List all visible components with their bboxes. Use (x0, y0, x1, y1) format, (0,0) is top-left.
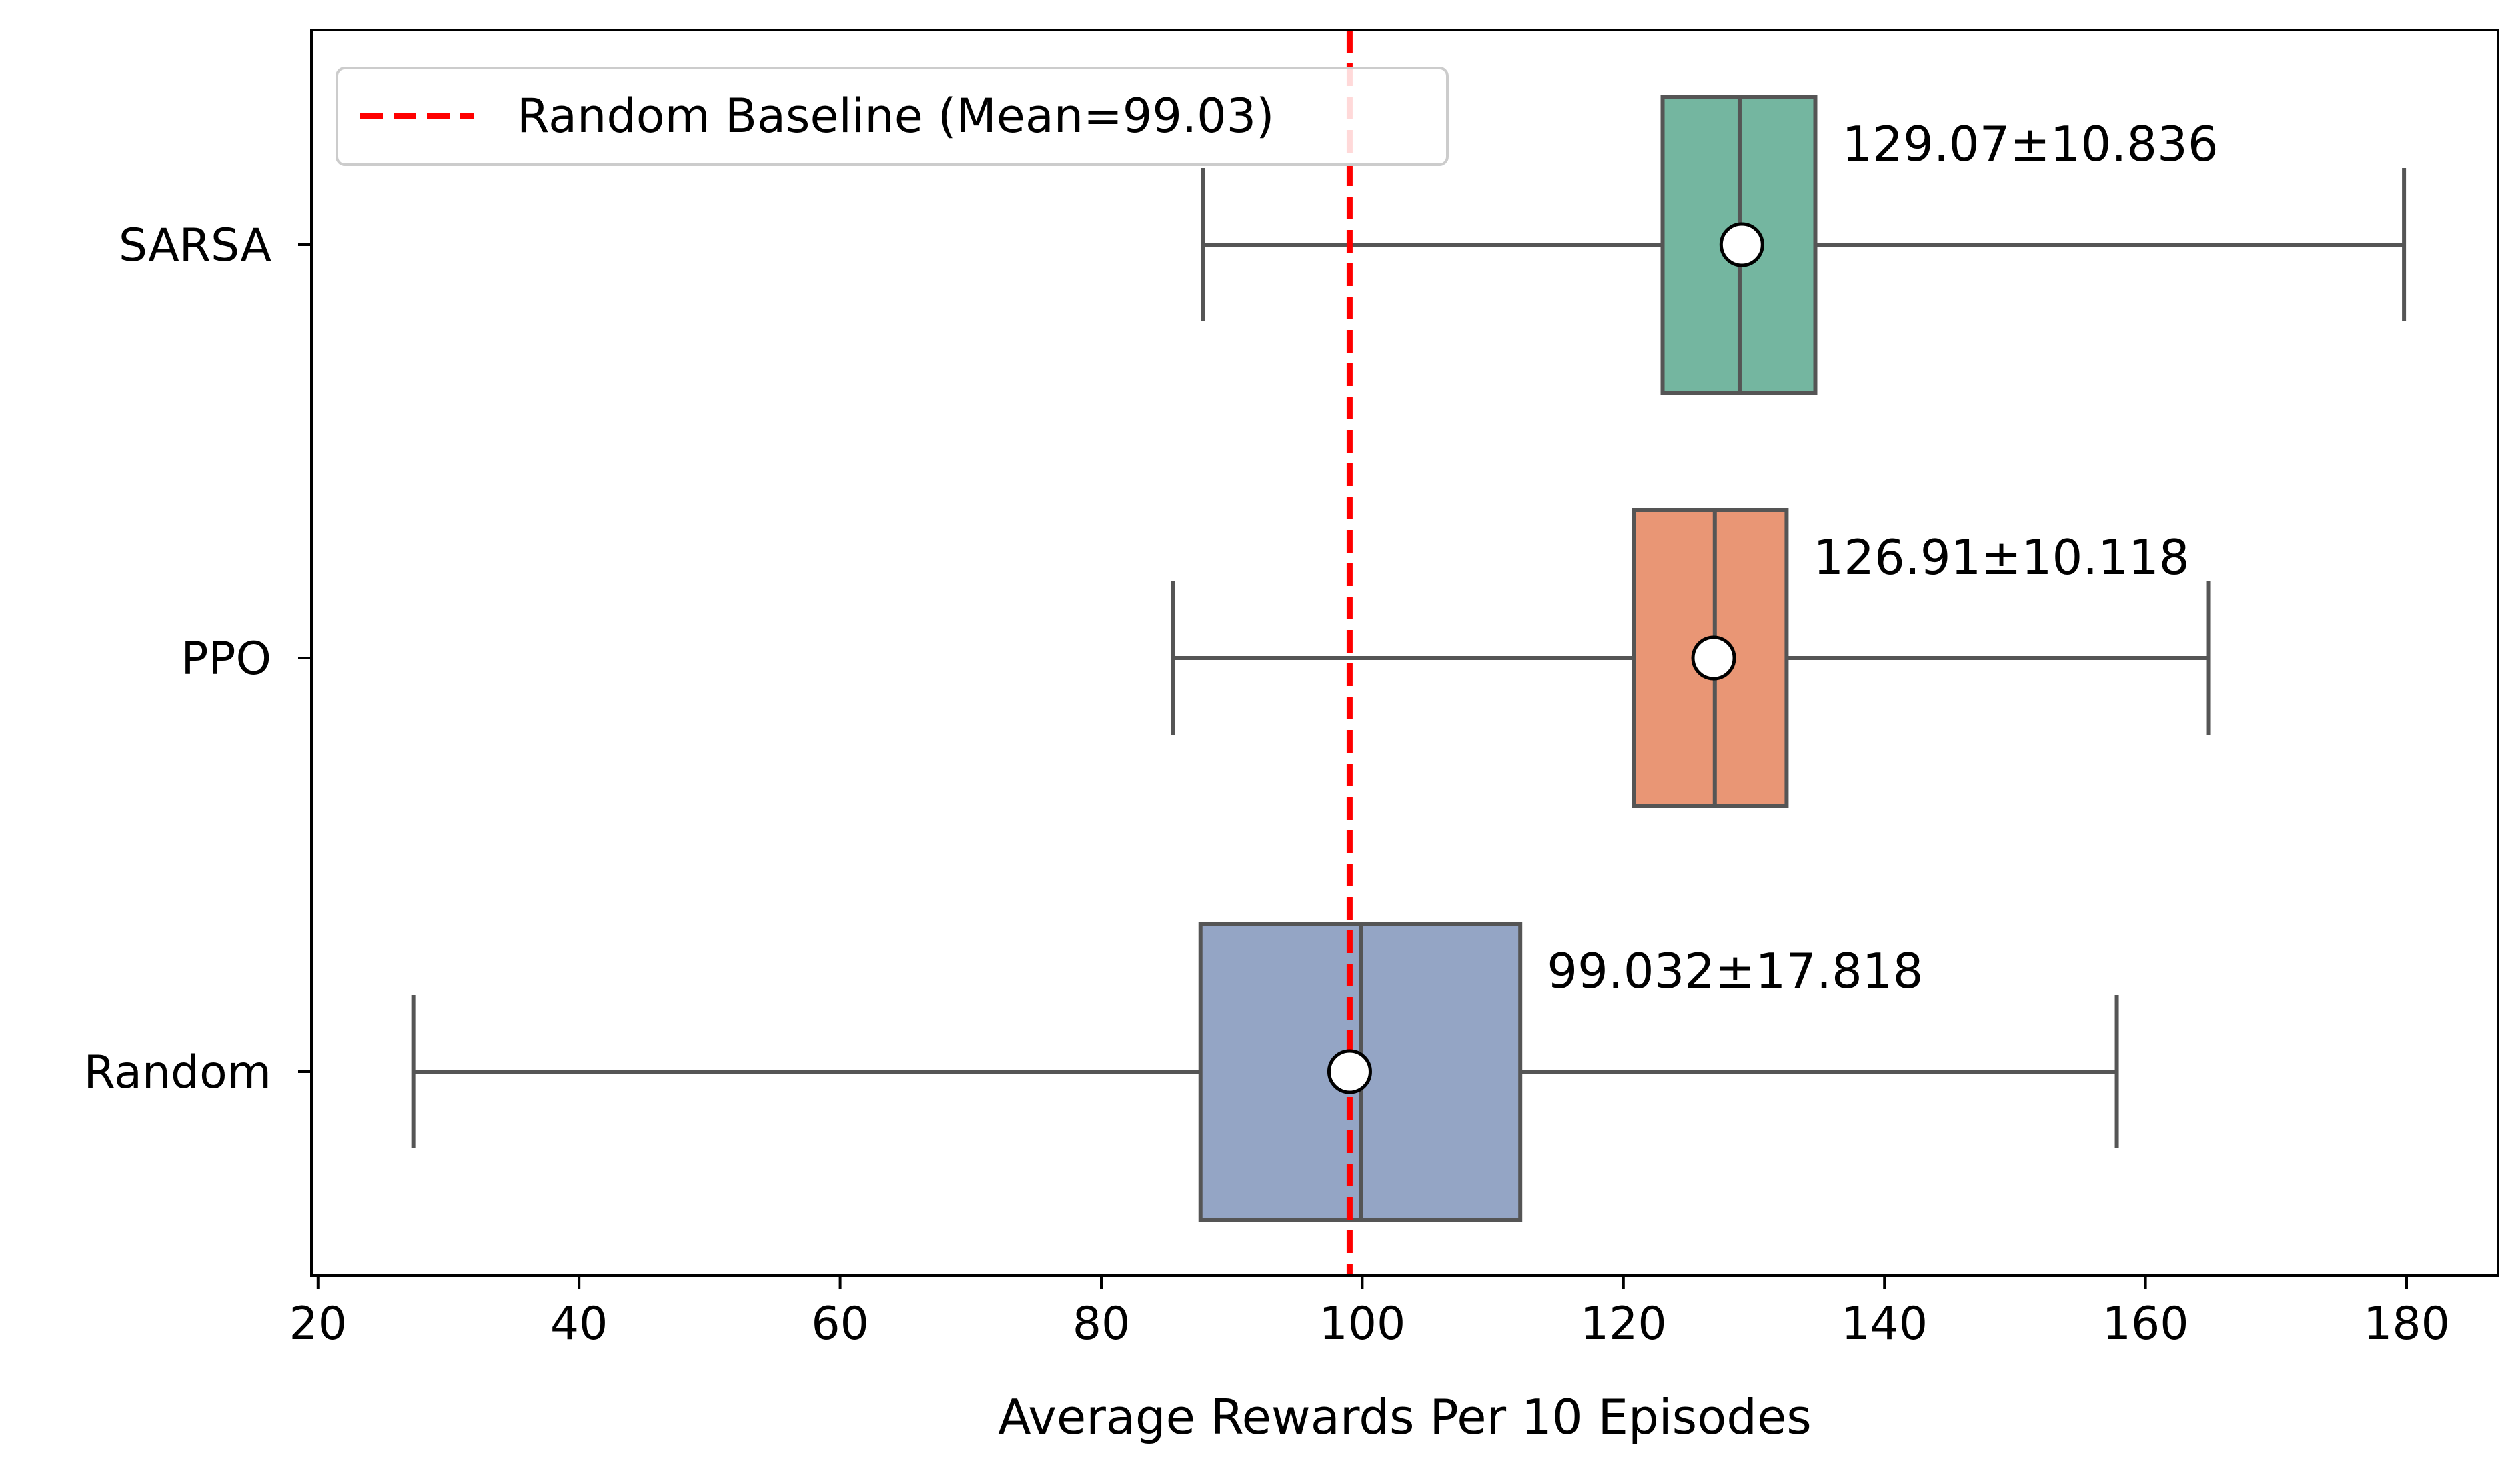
annotation-random: 99.032±17.818 (1547, 943, 1923, 999)
plot-frame (310, 29, 2499, 1277)
x-tick-label: 100 (1319, 1298, 1405, 1350)
x-tick-label: 140 (1841, 1298, 1928, 1350)
x-tick-label: 20 (289, 1298, 348, 1350)
annotations-layer: 129.07±10.836 126.91±10.118 99.032±17.818 (1547, 116, 2218, 999)
means-layer (1327, 222, 1764, 1094)
mean-marker-ppo (1691, 635, 1736, 681)
x-tick-label: 160 (2102, 1298, 2189, 1350)
axes-layer: 20 40 60 80 100 120 140 160 180 SARSA PPO Random (83, 29, 2499, 1350)
x-tick-label: 180 (2363, 1298, 2450, 1350)
y-tick-label-sarsa: SARSA (119, 219, 271, 272)
x-tick-label: 40 (550, 1298, 608, 1350)
legend: Random Baseline (Mean=99.03) (336, 67, 1449, 166)
boxes-layer (411, 95, 2407, 1222)
mean-marker-sarsa (1719, 222, 1764, 267)
y-tick-label-random: Random (83, 1046, 271, 1099)
annotation-sarsa: 129.07±10.836 (1842, 116, 2218, 172)
mean-marker-random (1327, 1049, 1372, 1094)
annotation-ppo: 126.91±10.118 (1813, 529, 2189, 585)
y-tick-label-ppo: PPO (181, 633, 271, 685)
legend-frame (336, 67, 1449, 166)
x-tick-label: 120 (1580, 1298, 1667, 1350)
x-tick-label: 60 (811, 1298, 869, 1350)
x-axis-title: Average Rewards Per 10 Episodes (998, 1389, 1812, 1445)
legend-label: Random Baseline (Mean=99.03) (517, 89, 1274, 143)
x-tick-label: 80 (1073, 1298, 1131, 1350)
